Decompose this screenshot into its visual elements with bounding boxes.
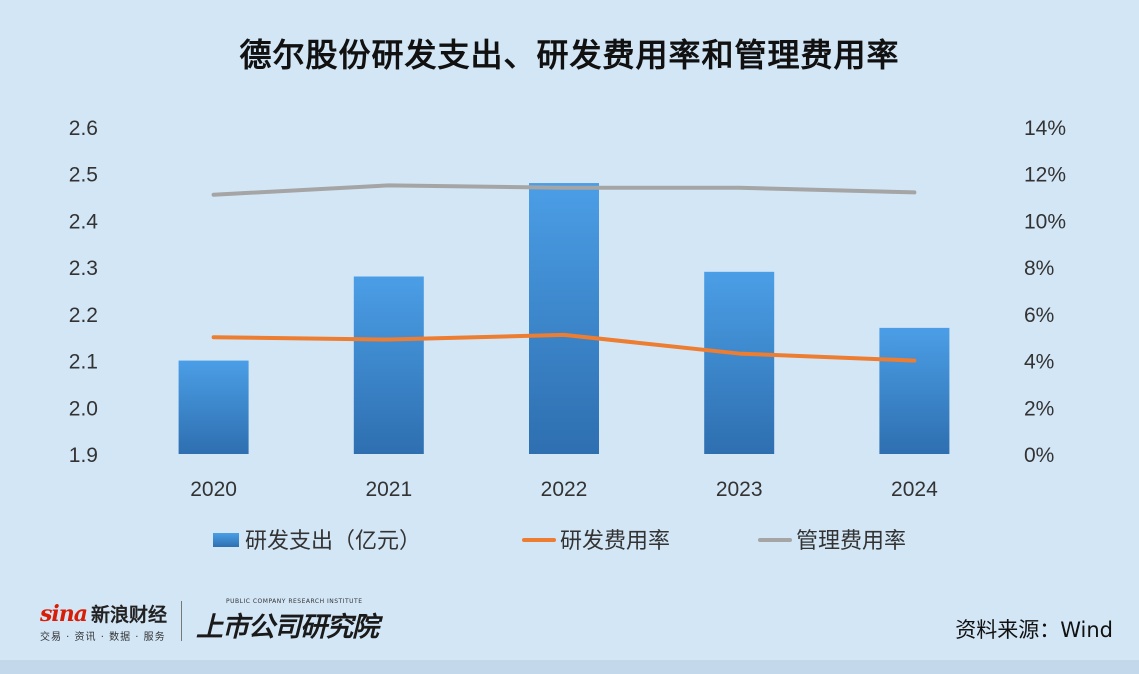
- brand-footer: sina 新浪财经 交易 · 资讯 · 数据 · 服务 PUBLIC COMPA…: [40, 598, 379, 644]
- institute-logo: PUBLIC COMPANY RESEARCH INSTITUTE 上市公司研究…: [196, 598, 379, 644]
- y-right-tick-label: 12%: [1024, 164, 1066, 187]
- bar-rd-expense: [879, 327, 950, 454]
- y-left-tick-label: 1.9: [69, 444, 98, 467]
- institute-en: PUBLIC COMPANY RESEARCH INSTITUTE: [226, 598, 363, 605]
- y-right-tick-label: 2%: [1024, 397, 1054, 420]
- source-note: 资料来源：Wind: [955, 618, 1113, 642]
- bar-rd-expense: [529, 183, 599, 455]
- bar-rd-expense: [704, 271, 775, 454]
- y-left-tick-label: 2.4: [69, 210, 99, 233]
- y-left-tick-label: 2.6: [69, 117, 98, 140]
- sina-name: 新浪财经: [91, 603, 168, 626]
- y-left-tick-label: 2.2: [69, 304, 98, 327]
- sina-logo-word: sina: [40, 600, 88, 627]
- y-left-tick-label: 2.1: [69, 351, 98, 374]
- y-right-tick-label: 14%: [1024, 117, 1066, 140]
- x-tick-label: 2023: [716, 478, 763, 501]
- sina-logo: sina 新浪财经 交易 · 资讯 · 数据 · 服务: [40, 600, 167, 643]
- y-right-tick-label: 4%: [1024, 351, 1054, 374]
- y-left-tick-label: 2.3: [69, 257, 98, 280]
- legend-label: 研发费用率: [560, 529, 670, 554]
- x-tick-label: 2022: [541, 478, 588, 501]
- y-right-tick-label: 8%: [1024, 257, 1054, 280]
- y-left-tick-label: 2.5: [69, 164, 98, 187]
- legend-label: 研发支出（亿元）: [245, 529, 421, 554]
- x-tick-label: 2020: [190, 478, 237, 501]
- sina-tagline: 交易 · 资讯 · 数据 · 服务: [40, 631, 166, 643]
- legend-label: 管理费用率: [796, 529, 906, 554]
- institute-cn: 上市公司研究院: [196, 612, 379, 643]
- bottom-strip: [0, 660, 1139, 674]
- y-left-tick-label: 2.0: [69, 397, 98, 420]
- bar-rd-expense: [178, 360, 249, 454]
- chart-title: 德尔股份研发支出、研发费用率和管理费用率: [239, 36, 900, 74]
- y-right-tick-label: 6%: [1024, 304, 1054, 327]
- y-right-tick-label: 10%: [1024, 210, 1066, 233]
- brand-divider: [181, 601, 183, 641]
- x-tick-label: 2024: [891, 478, 938, 501]
- y-right-tick-label: 0%: [1024, 444, 1054, 467]
- line-rd-expense-rate: [211, 332, 917, 363]
- x-tick-label: 2021: [365, 478, 412, 501]
- bar-rd-expense: [353, 276, 424, 454]
- legend-swatch-bar: [213, 533, 239, 547]
- line-admin-expense-rate: [211, 183, 917, 197]
